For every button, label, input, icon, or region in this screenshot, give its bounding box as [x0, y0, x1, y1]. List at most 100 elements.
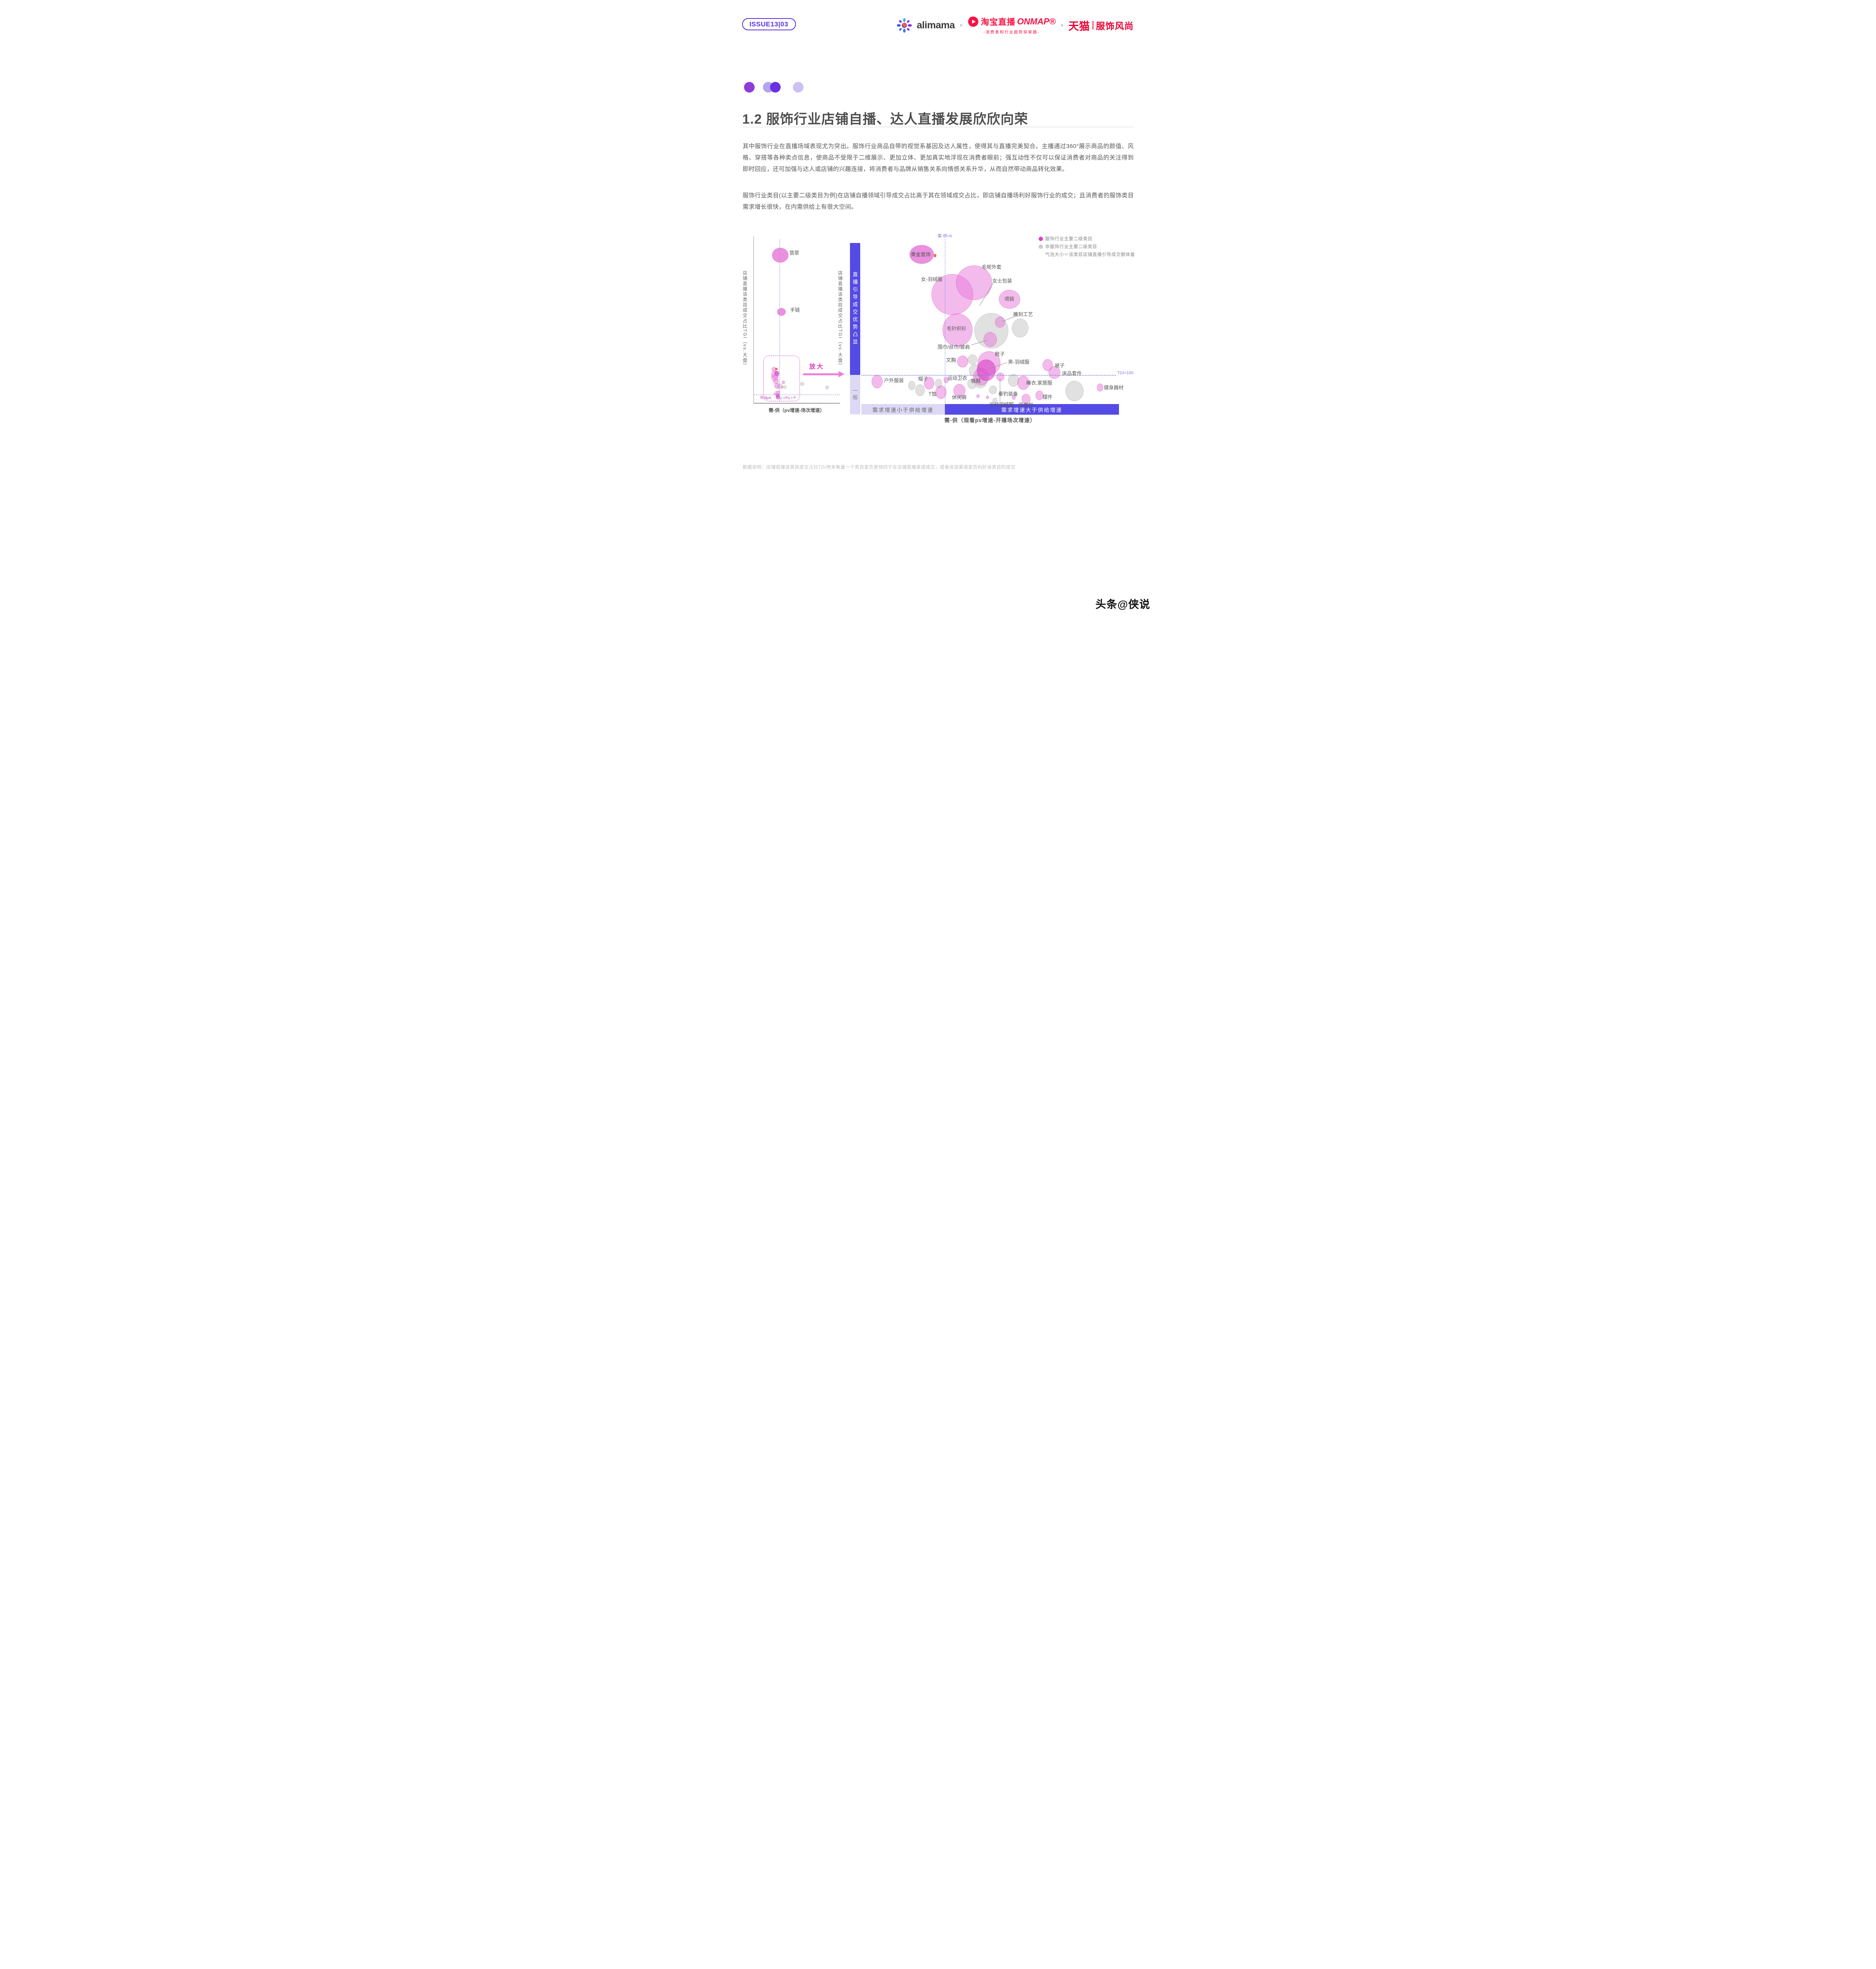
legend-dot-non-apparel [1038, 244, 1043, 249]
deco-dot-3 [792, 82, 803, 93]
detail-bubble [915, 384, 925, 396]
overview-bubble [790, 397, 792, 399]
detail-point-label: 休闲裤 [952, 395, 967, 400]
overview-bubble [760, 396, 763, 399]
overview-bubble [783, 386, 787, 389]
detail-bubble [996, 373, 1004, 381]
detail-point-label: T恤 [928, 391, 937, 397]
detail-bubble [983, 332, 997, 347]
detail-point-label: 靴子 [995, 351, 1005, 357]
detail-point-label: 毛呢外套 [982, 264, 1002, 270]
overview-bubble [774, 371, 779, 376]
tmall-channel-wordmark: 服饰风尚 [1096, 21, 1134, 31]
detail-point-label: 户外服装 [884, 378, 904, 384]
overview-bubble [772, 248, 789, 263]
taobao-live-logo: 淘宝直播 ONMAP® -消费者和行业趋势探索器- [967, 16, 1056, 35]
detail-point-label: 摆件 [1042, 394, 1053, 400]
alimama-wordmark: alimama [917, 19, 955, 31]
detail-bubble [989, 386, 997, 394]
overview-bubble [765, 397, 768, 400]
detail-bubble [1097, 384, 1103, 391]
overview-y-axis-line [753, 236, 754, 403]
logo-cross-2: × [1060, 22, 1064, 28]
detail-bubble [1008, 374, 1019, 387]
overview-bubble [781, 386, 783, 388]
overview-bubble [785, 396, 788, 399]
overview-bubble [800, 382, 804, 386]
overview-bubble [825, 386, 829, 389]
detail-point-label: 围巾/丝巾/披肩 [937, 344, 970, 350]
overview-x-axis-label: 需-供（pv增速-场次增速） [768, 408, 825, 413]
legend-dot-apparel [1038, 236, 1043, 241]
detail-bubble [1021, 394, 1030, 404]
overview-bubble [788, 397, 790, 399]
tmall-wordmark: 天猫 [1068, 20, 1090, 32]
overview-vertical-ref-line [779, 239, 780, 402]
detail-bubble [985, 396, 989, 399]
deco-dot-1 [744, 82, 755, 93]
detail-bubble [871, 375, 883, 388]
issue-badge: ISSUE13|03 [742, 18, 796, 30]
zoom-arrow-head-icon [838, 371, 844, 377]
legend-item-apparel: 服饰行业主要二级类目 [1038, 235, 1135, 243]
detail-point-label: 帽子 [918, 376, 928, 382]
detail-bubble [909, 245, 934, 264]
detail-point-label: 女-羽绒服 [921, 276, 943, 282]
detail-point-label: 健身器材 [1104, 385, 1124, 391]
x-band-demand-faster: 需求增速大于供给增速 [944, 404, 1119, 415]
detail-bubble [935, 386, 946, 399]
y-band-normal: 一般 [850, 375, 860, 414]
detail-point-label: 被子 [1054, 363, 1065, 369]
overview-bubble [783, 397, 785, 399]
legend-item-non-apparel: 非服饰行业主要二级类目 [1038, 243, 1135, 250]
overview-bubble [768, 397, 771, 399]
legend-label-non-apparel: 非服饰行业主要二级类目 [1045, 245, 1097, 249]
detail-point-label: 黄金首饰 [911, 252, 931, 258]
detail-bubble [953, 384, 965, 397]
overview-bubble [781, 381, 785, 384]
detail-bubble [1048, 366, 1060, 379]
taobao-live-tagline: -消费者和行业趋势探索器- [983, 30, 1040, 35]
overview-zoom-region-box [763, 356, 800, 401]
detail-bubble [976, 394, 980, 398]
taobao-live-wordmark: 淘宝直播 [981, 18, 1016, 27]
zoom-cue-label: 放大 [809, 363, 824, 370]
overview-bubble [793, 396, 796, 399]
report-page: ISSUE13|03 alimama × 淘宝直播 [717, 0, 1159, 625]
overview-point-label: 翡翠 [789, 250, 800, 256]
detail-point-label: 垂钓装备 [998, 391, 1018, 397]
detail-bubble [933, 254, 936, 257]
detail-bubble [992, 398, 997, 403]
zoom-arrow [803, 373, 839, 375]
detail-point-label: 双肩包 [1018, 402, 1034, 408]
detail-bubble [957, 356, 968, 367]
vertical-ref-line-label: 需-供=0 [937, 233, 953, 239]
detail-bubble [1017, 376, 1029, 390]
detail-bubble [967, 354, 977, 365]
overview-point-label: 手链 [790, 307, 800, 313]
detail-point-label: 床品套件 [1062, 371, 1082, 376]
alimama-logo-icon [897, 18, 912, 33]
detail-point-label: 女士包装 [992, 278, 1012, 284]
issue-badge-text: ISSUE13|03 [749, 20, 789, 28]
detail-point-label: 板鞋 [970, 378, 981, 384]
detail-bubble [1042, 359, 1053, 371]
section-title: 1.2 服饰行业店铺自播、达人直播发展欣欣向荣 [742, 111, 1028, 127]
detail-x-axis-label: 需-供（观看pv增速-开播场次增速） [944, 417, 1036, 423]
horizontal-ref-line-label: TGI=100 [1117, 371, 1134, 375]
header-logos: alimama × 淘宝直播 ONMAP® -消费者和行业趋势探索器- × 天猫… [896, 16, 1134, 35]
overview-bubble [776, 395, 780, 399]
detail-bubble [956, 265, 992, 300]
detail-horizontal-ref-line [861, 375, 1116, 376]
detail-bubble [1035, 391, 1043, 400]
detail-point-label: 男-羽绒服 [1008, 359, 1030, 365]
detail-point-label: 项链 [1004, 296, 1015, 302]
overview-x-axis-line [753, 403, 840, 404]
detail-y-axis-label: 店铺直播该类目成交占比TGI（vs.大盘） [837, 271, 842, 369]
legend-label-apparel: 服饰行业主要二级类目 [1045, 237, 1093, 241]
detail-bubble [998, 290, 1020, 309]
detail-bubble [908, 381, 915, 390]
chart-legend: 服饰行业主要二级类目 非服饰行业主要二级类目 气泡大小＝该类目店铺直播引导成交额… [1038, 235, 1135, 258]
detail-bubble [995, 317, 1005, 328]
overview-bubble [774, 383, 780, 389]
